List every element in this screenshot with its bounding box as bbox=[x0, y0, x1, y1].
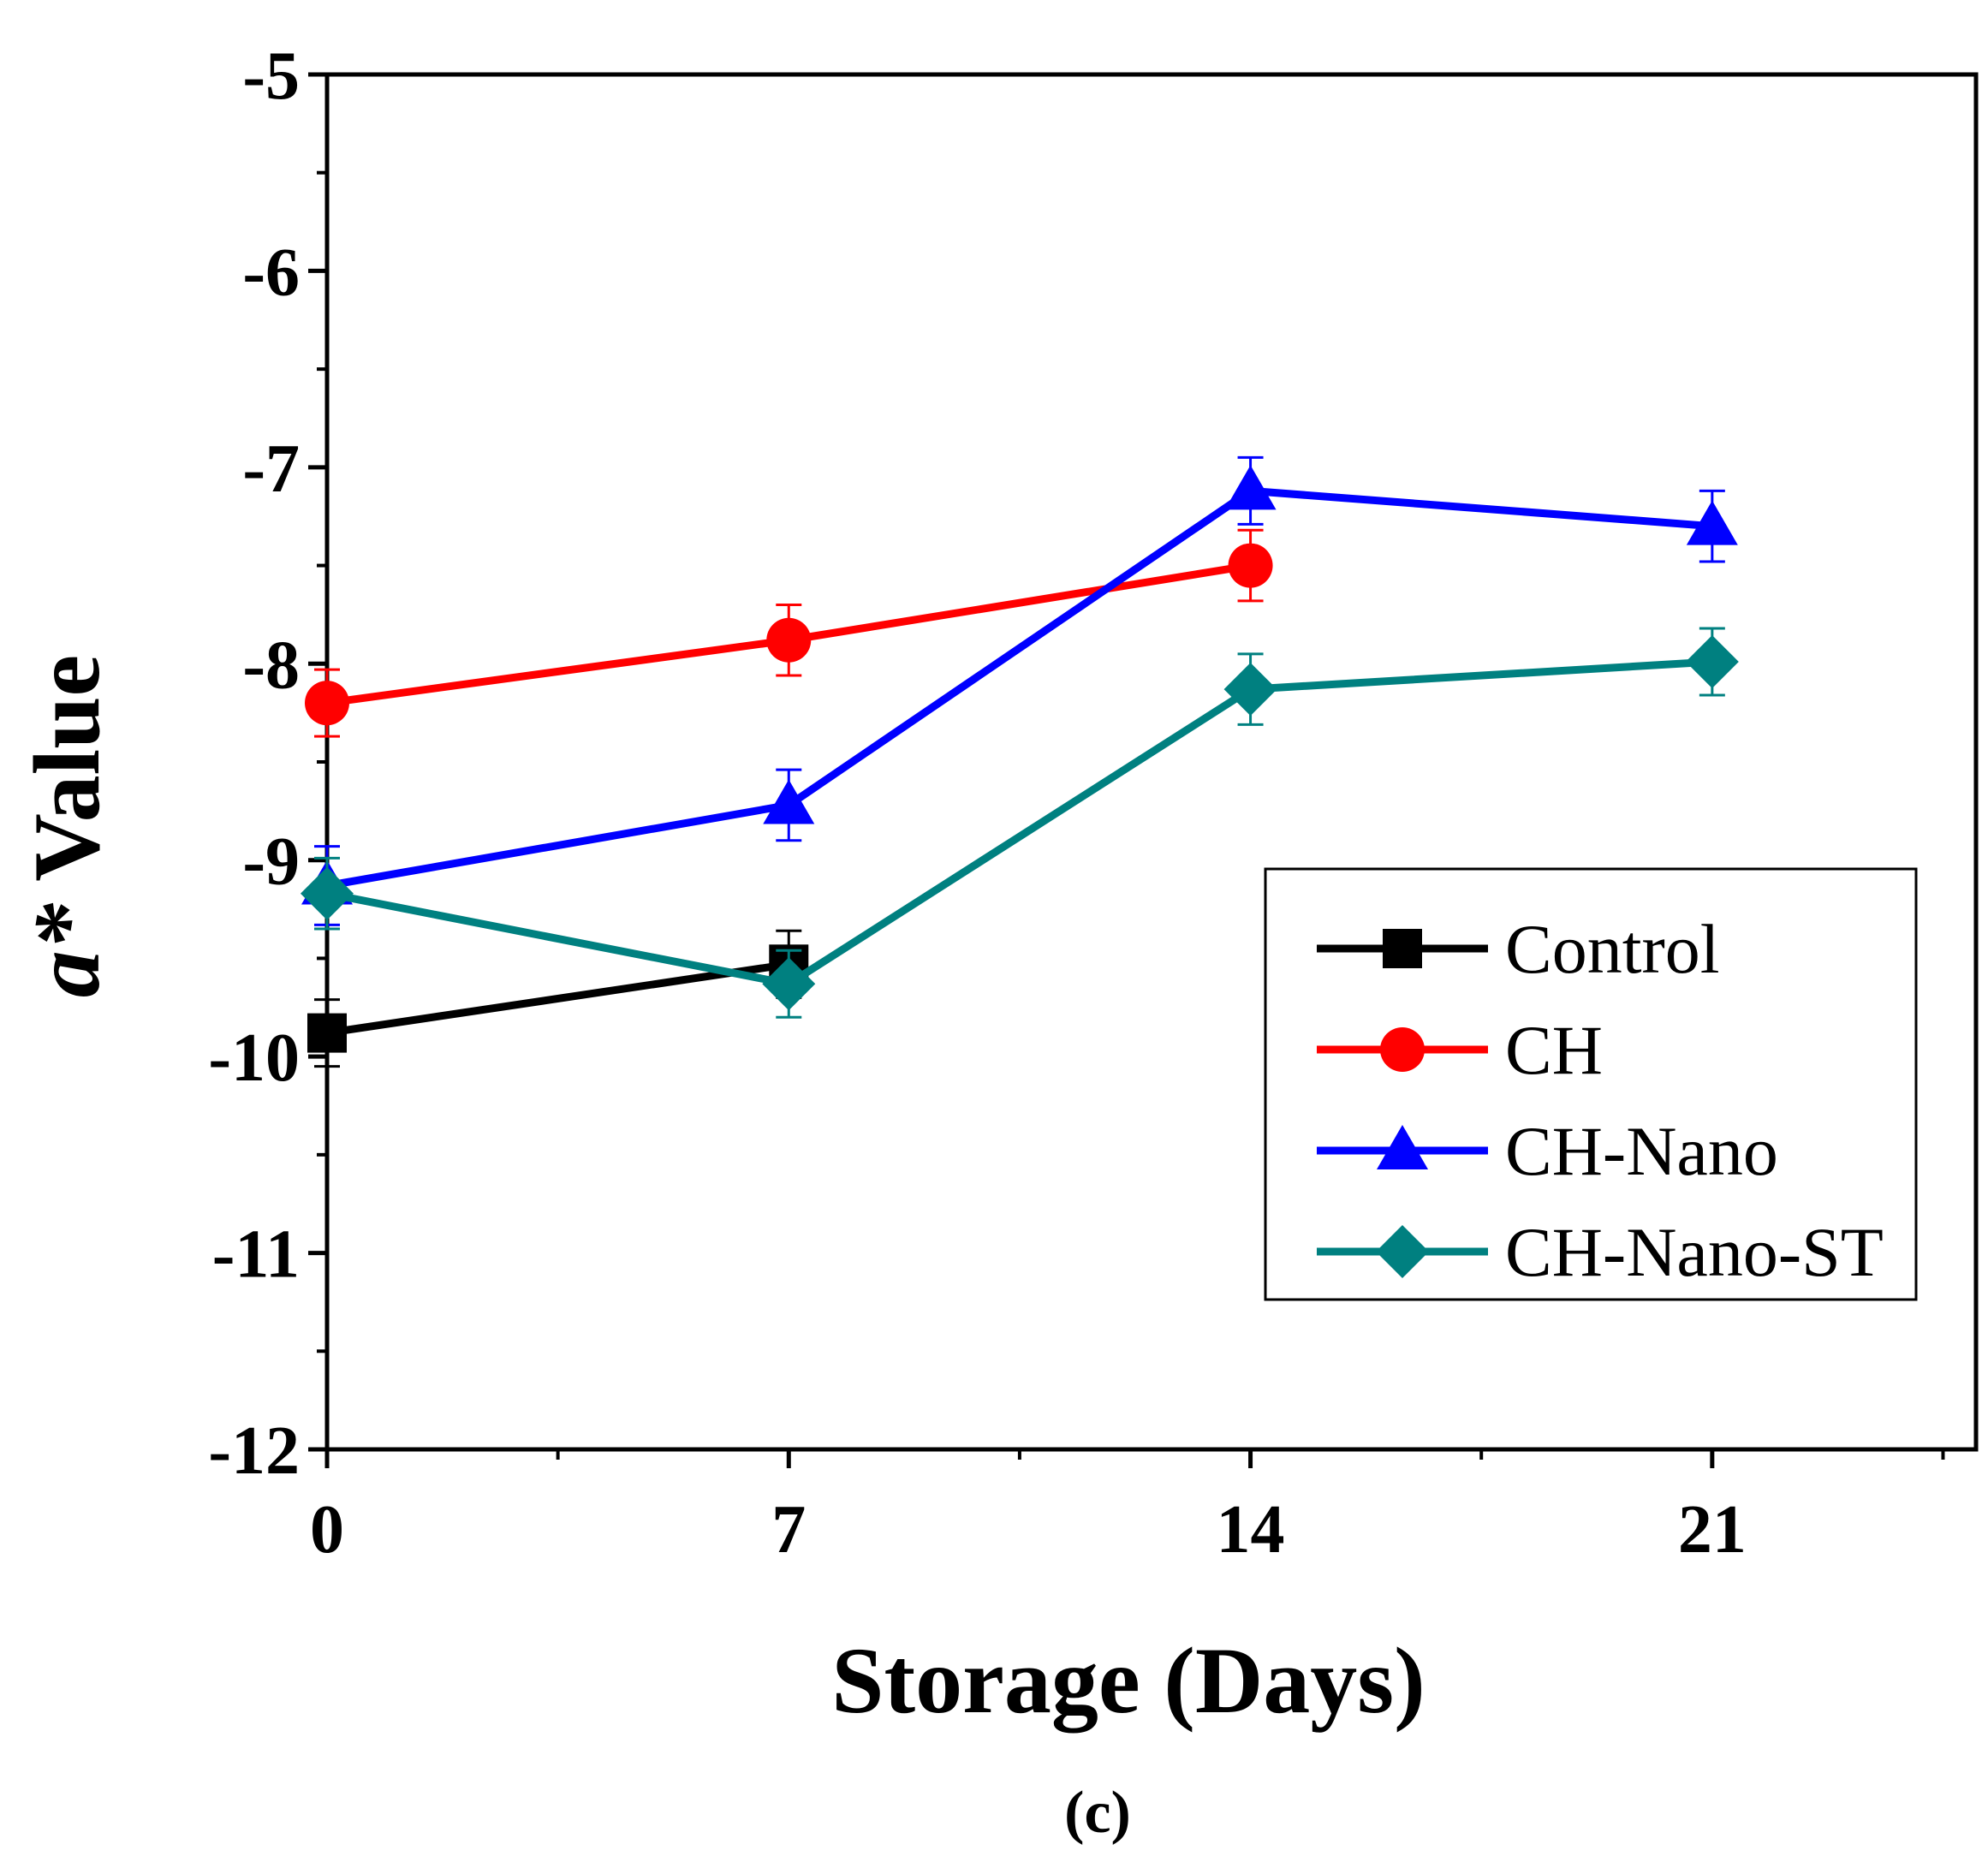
y-tick-label: -12 bbox=[208, 1413, 300, 1489]
legend: Control CH CH-Nano CH-Nano-ST bbox=[1264, 867, 1918, 1301]
series-line-ch-nano bbox=[326, 486, 1713, 889]
legend-items: Control CH CH-Nano CH-Nano-ST bbox=[1317, 910, 1884, 1291]
y-tick-label: -10 bbox=[208, 1020, 300, 1096]
series-line-ch-nano-st bbox=[326, 657, 1713, 988]
y-axis-title-rest: Value bbox=[15, 655, 119, 903]
legend-box bbox=[1264, 867, 1918, 1301]
y-tick-label: -8 bbox=[242, 628, 300, 703]
x-axis-title: Storage (Days) bbox=[831, 1628, 1425, 1733]
data-point-ch bbox=[305, 681, 349, 726]
y-tick-label: -6 bbox=[242, 235, 300, 310]
plot-layer: -12 -11 -10 -9 -8 -7 -6 -5 0 7 14 21 bbox=[208, 39, 1979, 1568]
series-control bbox=[307, 929, 809, 1068]
legend-label-ch: CH bbox=[1505, 1011, 1603, 1089]
y-tick-label: -11 bbox=[212, 1217, 300, 1293]
data-point-ch-nano-st bbox=[762, 957, 816, 1011]
series-ch bbox=[305, 528, 1273, 738]
data-point-ch-nano-st bbox=[301, 866, 354, 920]
data-point-ch-nano bbox=[1686, 500, 1738, 545]
y-tick-label: -9 bbox=[242, 824, 300, 900]
x-tick-label: 14 bbox=[1217, 1492, 1285, 1568]
legend-label-ch-nano: CH-Nano bbox=[1505, 1112, 1778, 1190]
figure-caption: (c) bbox=[1064, 1780, 1131, 1846]
series-ch-nano bbox=[301, 455, 1738, 926]
legend-marker-ch-nano-st bbox=[1376, 1225, 1429, 1278]
data-point-ch-nano bbox=[1224, 465, 1277, 510]
data-point-ch-nano bbox=[763, 779, 815, 824]
data-point-ch-nano-st bbox=[1223, 663, 1277, 717]
y-tick-label: -5 bbox=[242, 39, 300, 114]
legend-label-control: Control bbox=[1505, 910, 1720, 988]
data-point-control bbox=[307, 1013, 347, 1053]
y-tick-label: -7 bbox=[242, 431, 300, 507]
data-point-ch bbox=[1228, 543, 1273, 588]
legend-marker-ch-nano bbox=[1377, 1125, 1428, 1169]
series-line-control bbox=[326, 960, 789, 1038]
series-ch-nano-st bbox=[301, 627, 1739, 1019]
legend-marker-ch bbox=[1380, 1027, 1425, 1072]
x-tick-label: 7 bbox=[771, 1492, 806, 1568]
data-point-ch-nano-st bbox=[1685, 634, 1739, 688]
legend-label-ch-nano-st: CH-Nano-ST bbox=[1505, 1213, 1884, 1291]
x-tick-label: 0 bbox=[310, 1492, 344, 1568]
data-point-ch bbox=[766, 617, 812, 663]
x-tick-label: 21 bbox=[1678, 1492, 1747, 1568]
y-axis-title-italic: a* bbox=[15, 902, 119, 997]
y-axis-title: a* Value bbox=[15, 655, 119, 997]
legend-marker-control bbox=[1383, 929, 1422, 968]
